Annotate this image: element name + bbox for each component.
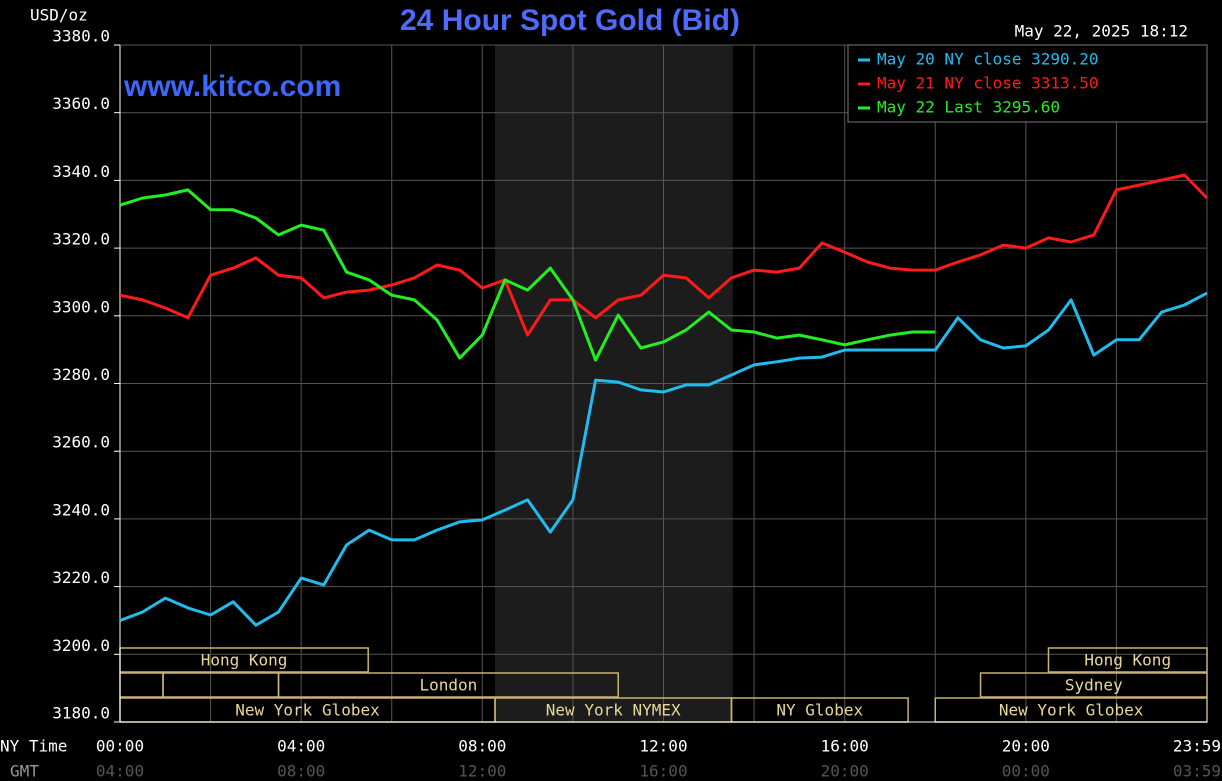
x-axis-label: NY Time — [0, 737, 67, 756]
x2-tick-label: 16:00 — [639, 762, 687, 781]
x2-tick-label: 04:00 — [96, 762, 144, 781]
y-tick-label: 3340.0 — [52, 162, 110, 181]
y-tick-label: 3300.0 — [52, 297, 110, 316]
series-line — [119, 173, 1209, 337]
session-label: New York NYMEX — [546, 701, 681, 720]
chart-title: 24 Hour Spot Gold (Bid) — [400, 4, 740, 37]
legend-label: May 21 NY close 3313.50 — [877, 74, 1099, 93]
legend-label: May 20 NY close 3290.20 — [877, 50, 1099, 69]
y-tick-label: 3380.0 — [52, 27, 110, 46]
session-box — [979, 672, 1208, 698]
y-tick-label: 3360.0 — [52, 94, 110, 113]
y-axis-label: USD/oz — [30, 6, 88, 25]
watermark: www.kitco.com — [123, 70, 341, 103]
session-label: Hong Kong — [1084, 651, 1171, 670]
x-tick-label: 16:00 — [821, 737, 869, 756]
legend-label: May 22 Last 3295.60 — [877, 98, 1060, 117]
session-label: NY Globex — [776, 701, 863, 720]
y-tick-label: 3200.0 — [52, 636, 110, 655]
series-line — [119, 291, 1208, 627]
y-tick-label: 3260.0 — [52, 433, 110, 452]
x2-tick-label: 08:00 — [277, 762, 325, 781]
session-box — [277, 672, 619, 698]
x2-tick-label: 12:00 — [458, 762, 506, 781]
x-tick-label: 23:59 — [1173, 737, 1221, 756]
x2-tick-label: 00:00 — [1002, 762, 1050, 781]
y-tick-label: 3220.0 — [52, 568, 110, 587]
session-box — [1047, 647, 1208, 673]
session-label: New York Globex — [999, 701, 1144, 720]
legend-box — [847, 44, 1208, 123]
timestamp: May 22, 2025 18:12 — [1015, 22, 1188, 41]
x2-axis-label: GMT — [10, 762, 39, 781]
session-label: Sydney — [1065, 676, 1123, 695]
session-label: Hong Kong — [201, 651, 288, 670]
y-tick-label: 3320.0 — [52, 230, 110, 249]
x-tick-label: 12:00 — [639, 737, 687, 756]
y-tick-label: 3180.0 — [52, 704, 110, 723]
y-tick-label: 3240.0 — [52, 500, 110, 519]
x-tick-label: 08:00 — [458, 737, 506, 756]
session-label: New York Globex — [235, 701, 380, 720]
x-tick-label: 20:00 — [1002, 737, 1050, 756]
y-tick-label: 3280.0 — [52, 365, 110, 384]
series-line — [119, 188, 936, 362]
x2-tick-label: 20:00 — [821, 762, 869, 781]
x-tick-label: 00:00 — [96, 737, 144, 756]
x2-tick-label: 03:59 — [1173, 762, 1221, 781]
x-tick-label: 04:00 — [277, 737, 325, 756]
session-label: London — [419, 676, 477, 695]
